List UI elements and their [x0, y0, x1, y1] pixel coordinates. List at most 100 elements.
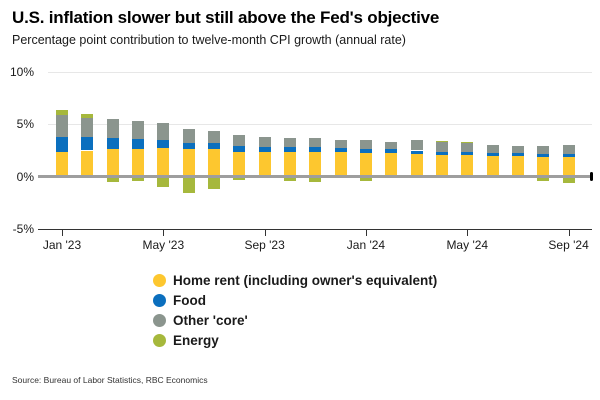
x-axis-tick [264, 229, 266, 236]
bar-segment [207, 176, 220, 190]
plot-area: 10% 5% 0% -5% Jan '23 May '23 Sep '23 Jan '24 Ma… [10, 65, 593, 252]
x-axis-tick [163, 229, 165, 236]
bar-segment [486, 145, 499, 153]
bar-segment [258, 147, 271, 152]
bar-segment [359, 152, 372, 177]
legend-item: Energy [153, 330, 437, 350]
bar-segment [157, 123, 170, 141]
legend: Home rent (including owner's equivalent)… [153, 270, 437, 350]
bar-segment [511, 155, 524, 177]
bar-segment [359, 149, 372, 153]
bar-segment [258, 151, 271, 177]
y-axis-tick-label: -5% [12, 222, 34, 236]
bar-segment [81, 118, 94, 137]
legend-label: Home rent (including owner's equivalent) [173, 272, 438, 288]
bar-segment [233, 134, 246, 147]
bar-segment [233, 146, 246, 152]
bar-segment [486, 155, 499, 177]
y-axis-tick-label: 10% [9, 65, 34, 79]
bar-segment [182, 149, 195, 177]
bar-segment [81, 150, 94, 177]
x-axis-tick-label: May '23 [142, 238, 185, 252]
bar-segment [182, 176, 195, 194]
x-axis-line [38, 229, 592, 230]
bar-segment [435, 151, 448, 155]
legend-item: Home rent (including owner's equivalent) [153, 270, 437, 290]
y-gridline [48, 124, 592, 126]
bar-segment [56, 136, 68, 152]
bar-segment [435, 141, 448, 143]
bar-segment [131, 149, 144, 177]
bar-segment [334, 151, 347, 177]
bar-segment [81, 136, 94, 151]
bar-segment [410, 140, 423, 151]
bar-segment [435, 154, 448, 177]
x-axis-tick-label: Jan '23 [42, 238, 82, 252]
legend-label: Other 'core' [173, 312, 248, 328]
bar-segment [283, 147, 296, 152]
y-gridline [48, 72, 592, 73]
legend-item: Food [153, 290, 437, 310]
x-axis-tick [365, 229, 367, 236]
x-axis-tick [62, 229, 63, 236]
bar-segment [385, 142, 398, 150]
bar-segment [410, 153, 423, 177]
bar-segment [233, 176, 246, 180]
x-axis-tick-label: May '24 [446, 238, 489, 252]
x-axis-tick [568, 229, 570, 236]
bar-segment [131, 138, 144, 150]
bar-segment [258, 136, 271, 148]
bar-segment [131, 176, 144, 181]
y-axis-tick-label: 0% [16, 169, 34, 184]
bar-segment [537, 146, 550, 154]
bar-segment [283, 151, 296, 177]
bar-segment [461, 143, 474, 152]
bar-segment [157, 148, 170, 177]
zero-baseline [38, 175, 590, 179]
bar-segment [182, 128, 195, 144]
bar-segment [537, 176, 550, 181]
bar-segment [106, 149, 119, 177]
bar-segment [182, 143, 195, 150]
bar-segment [56, 151, 68, 177]
bar-segment [56, 114, 68, 137]
bar-segment [562, 156, 575, 177]
bar-segment [461, 142, 474, 144]
legend-item: Other 'core' [153, 310, 437, 330]
bar-segment [233, 151, 246, 177]
bar-segment [359, 140, 372, 150]
x-axis-tick [467, 229, 469, 236]
bar-segment [106, 176, 119, 182]
bar-segment [207, 143, 220, 150]
legend-label: Energy [173, 332, 219, 348]
bar-segment [511, 152, 524, 156]
bar-segment [385, 152, 398, 177]
x-axis-tick-label: Sep '24 [548, 238, 589, 252]
bar-segment [511, 146, 524, 153]
bar-segment [56, 109, 68, 115]
x-axis-tick-label: Sep '23 [244, 238, 285, 252]
bar-segment [157, 140, 170, 149]
bar-segment [283, 137, 296, 148]
bar-segment [283, 176, 296, 181]
source-note: Source: Bureau of Labor Statistics, RBC … [12, 375, 208, 385]
bar-segment [207, 130, 220, 144]
bar-segment [410, 150, 423, 154]
bar-segment [385, 149, 398, 153]
chart-title: U.S. inflation slower but still above th… [12, 8, 440, 27]
bar-segment [359, 176, 372, 181]
x-axis-tick-label: Jan '24 [346, 238, 386, 252]
bar-segment [334, 140, 347, 149]
bar-segment [435, 142, 448, 152]
legend-color-dot-icon [153, 273, 166, 287]
bar-segment [131, 121, 144, 139]
bar-segment [562, 145, 575, 154]
legend-color-dot-icon [153, 313, 166, 327]
bar-segment [562, 153, 575, 157]
legend-color-dot-icon [153, 293, 166, 307]
legend-color-dot-icon [153, 333, 166, 347]
bar-segment [309, 176, 322, 182]
bar-segment [309, 147, 322, 152]
bar-segment [461, 154, 474, 177]
